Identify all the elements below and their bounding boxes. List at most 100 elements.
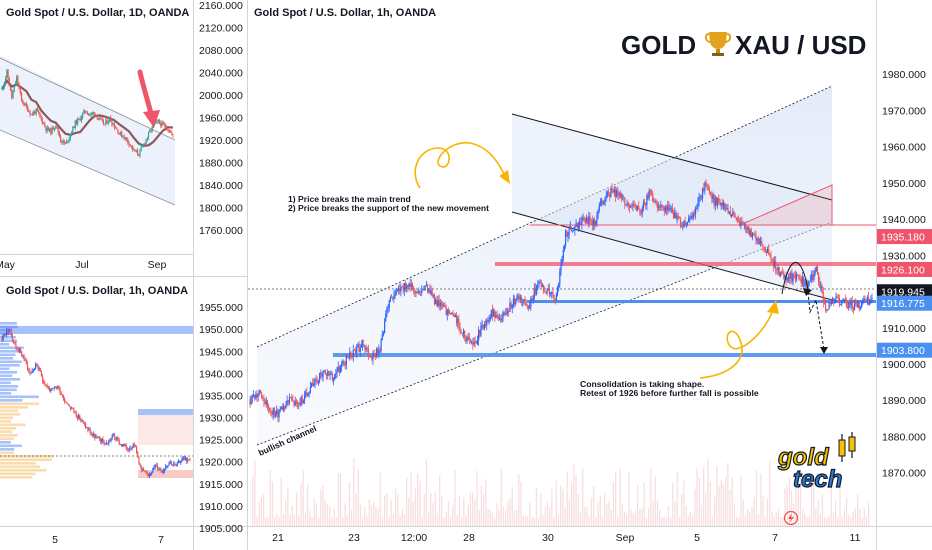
- candle-body: [530, 298, 532, 307]
- profile-bar: [0, 455, 54, 458]
- candle-body: [45, 126, 47, 131]
- candle-body: [151, 472, 153, 475]
- price-tick-1955: 1955.000: [199, 302, 243, 314]
- candle-body: [784, 275, 786, 278]
- volume-bar: [863, 507, 865, 526]
- candle-body: [28, 369, 30, 371]
- volume-bar: [703, 466, 705, 526]
- candle-body: [82, 113, 84, 118]
- candle-body: [610, 187, 612, 198]
- volume-bar: [324, 500, 326, 526]
- candle-body: [624, 197, 626, 205]
- candle-body: [539, 281, 541, 283]
- candle-body: [128, 142, 130, 145]
- candle-body: [684, 220, 686, 225]
- volume-bar: [749, 511, 751, 526]
- candle-body: [447, 309, 450, 314]
- candle-body: [283, 405, 285, 411]
- candle-body: [30, 372, 32, 374]
- candle-body: [670, 207, 672, 209]
- candle-body: [699, 196, 701, 198]
- candle-body: [280, 407, 282, 410]
- candle-body: [161, 470, 163, 473]
- candle-body: [22, 355, 24, 357]
- candle-body: [158, 469, 160, 471]
- candle-body: [52, 388, 54, 389]
- candle-body: [689, 217, 691, 219]
- profile-bar: [0, 406, 29, 409]
- volume-bar: [291, 506, 293, 526]
- candle-body: [696, 208, 698, 209]
- volume-bar: [551, 489, 553, 526]
- flash-icon[interactable]: [783, 510, 799, 526]
- volume-bar: [733, 504, 736, 526]
- candle-body: [416, 291, 418, 293]
- candle-body: [336, 371, 338, 373]
- volume-bar: [474, 499, 476, 526]
- candle-body: [464, 330, 466, 338]
- candle-body: [145, 139, 147, 144]
- candle-body: [559, 270, 561, 284]
- candle-body: [52, 127, 54, 130]
- candle-body: [79, 118, 81, 121]
- candle-body: [367, 348, 369, 356]
- candle-body: [35, 108, 37, 114]
- price-tick-1910: 1910.000: [882, 323, 926, 335]
- candle-body: [301, 397, 303, 404]
- candle-body: [768, 248, 770, 255]
- hourly-candles: [1, 327, 191, 478]
- profile-bar: [0, 476, 33, 479]
- candle-body: [848, 302, 850, 309]
- volume-bar: [868, 502, 870, 526]
- candle-body: [690, 215, 692, 218]
- candle-body: [306, 392, 308, 396]
- profile-bar: [0, 437, 14, 441]
- candle-body: [111, 121, 113, 125]
- candle-body: [385, 314, 387, 322]
- candle-body: [545, 292, 547, 294]
- volume-bar: [544, 506, 546, 526]
- candle-body: [31, 370, 33, 373]
- volume-bar: [436, 513, 439, 526]
- candle-body: [63, 140, 65, 144]
- candle-body: [89, 429, 91, 434]
- volume-bar: [685, 506, 687, 526]
- candle-body: [678, 216, 680, 219]
- candle-body: [91, 434, 94, 436]
- candle-body: [64, 143, 67, 144]
- candle-body: [130, 448, 132, 450]
- candle-body: [682, 226, 684, 228]
- candle-body: [852, 307, 855, 310]
- candle-body: [493, 310, 495, 317]
- candle-body: [520, 297, 523, 303]
- candle-body: [698, 196, 700, 203]
- candle-body: [375, 348, 378, 357]
- candle-body: [587, 217, 589, 224]
- candle-body: [134, 149, 136, 152]
- volume-bar: [417, 473, 419, 526]
- volume-bar: [287, 487, 289, 526]
- panel-main: 1) Price breaks the main trend 2) Price …: [248, 7, 932, 544]
- volume-bar: [302, 469, 304, 526]
- candle-body: [39, 112, 41, 116]
- volume-bar: [355, 493, 357, 526]
- candle-body: [122, 444, 124, 447]
- candle-body: [138, 154, 140, 156]
- candle-body: [81, 420, 83, 422]
- candle-body: [623, 197, 625, 198]
- candle-body: [113, 123, 115, 128]
- candle-body: [486, 320, 488, 326]
- candle-body: [517, 295, 519, 298]
- candle-body: [65, 401, 67, 403]
- volume-bar: [579, 512, 582, 526]
- candle-body: [786, 278, 788, 281]
- candle-body: [808, 281, 810, 284]
- candle-body: [133, 444, 135, 447]
- candle-body: [451, 313, 453, 315]
- candle-body: [123, 444, 125, 447]
- trophy-handle-right: [724, 33, 732, 43]
- candle-body: [482, 324, 484, 329]
- candle-body: [393, 295, 395, 299]
- volume-bar: [271, 481, 274, 526]
- volume-bar: [773, 516, 775, 526]
